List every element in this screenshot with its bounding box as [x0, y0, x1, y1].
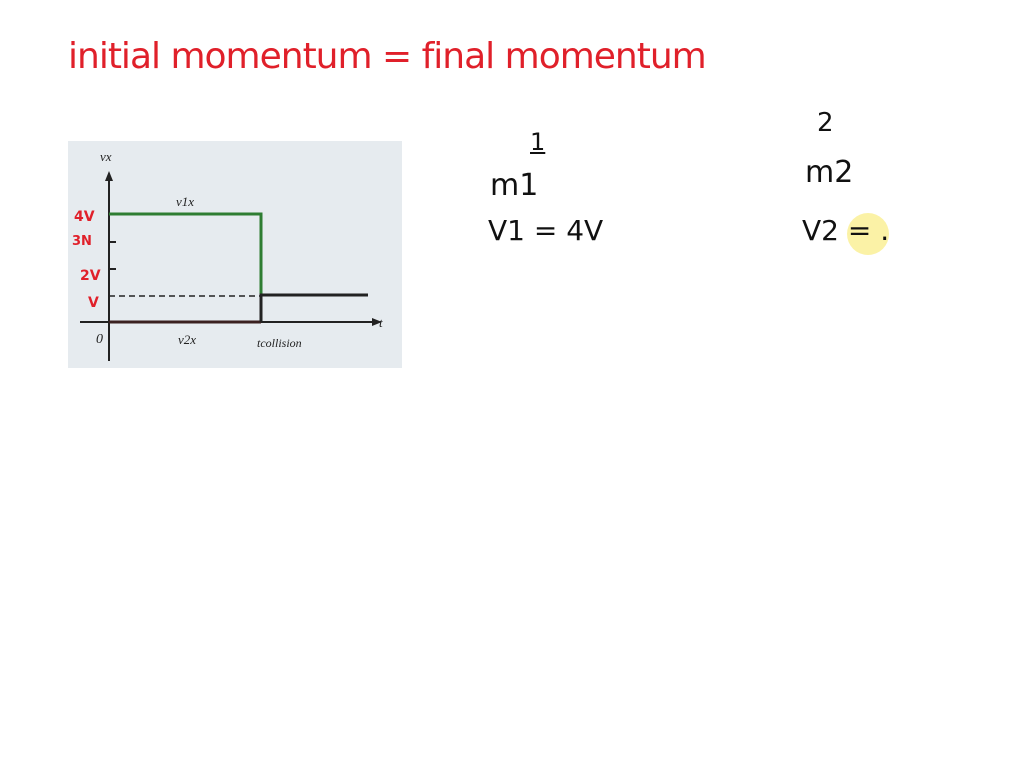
tick-label-2v: 2V [80, 268, 101, 284]
velocity-time-graph: vx t 0 v1x v2x tcollision 4V 3N 2V V [68, 141, 402, 368]
tick-label-3n: 3N [72, 234, 92, 249]
object2-mass: m2 [805, 155, 854, 190]
object1-mass: m1 [490, 168, 539, 203]
x-axis-arrow [372, 318, 382, 326]
cursor-highlight [847, 213, 889, 255]
v1-label: v1x [176, 194, 194, 209]
v1-line [109, 212, 263, 322]
object2-velocity: V2 = . [802, 214, 890, 247]
y-axis-label: vx [100, 149, 112, 164]
origin-label: 0 [96, 332, 103, 347]
object2-heading: 2 [817, 108, 834, 138]
y-axis-arrow [105, 171, 113, 181]
equation-title: initial momentum = final momentum [68, 36, 707, 77]
v2-label: v2x [178, 332, 196, 347]
v2-after-line [259, 293, 368, 322]
tick-label-4v: 4V [74, 209, 95, 225]
tick-label-v: V [88, 295, 99, 311]
object1-heading: 1 [530, 128, 546, 156]
object1-velocity: V1 = 4V [488, 214, 604, 247]
x-axis-label: t [379, 315, 383, 330]
collision-label: tcollision [257, 336, 302, 350]
